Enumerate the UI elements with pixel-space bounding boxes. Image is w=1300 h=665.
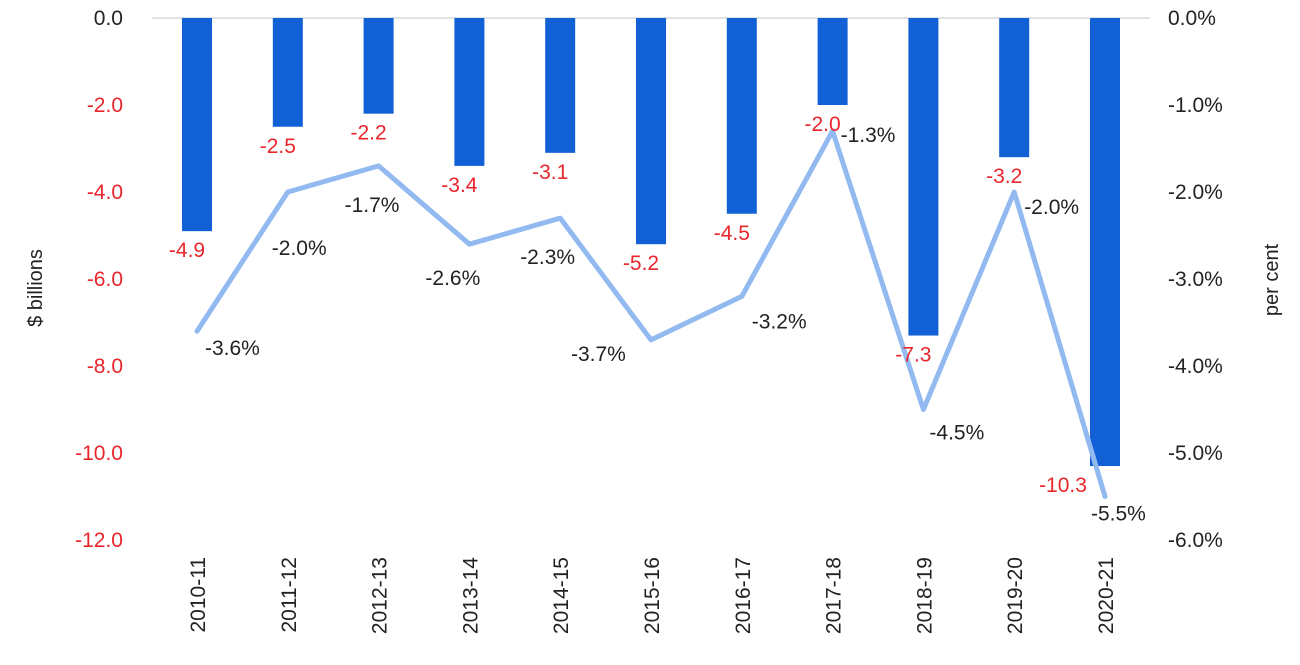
right-tick-label: -5.0% [1168, 442, 1223, 465]
x-tick-label: 2012-13 [369, 557, 392, 634]
bar-value-label: -4.9 [169, 239, 205, 262]
x-tick-label: 2017-18 [823, 557, 846, 634]
bar-value-label: -2.5 [260, 135, 296, 158]
bar-value-label: -10.3 [1039, 474, 1087, 497]
line-value-label: -2.6% [425, 267, 480, 290]
bar-value-label: -7.3 [895, 344, 931, 367]
left-tick-label: -4.0 [87, 181, 123, 204]
left-axis-ticks: 0.0 -2.0 -4.0 -6.0 -8.0 -10.0 -12.0 [75, 7, 123, 552]
right-tick-label: -1.0% [1168, 94, 1223, 117]
bar [182, 18, 212, 232]
right-axis-ticks: 0.0% -1.0% -2.0% -3.0% -4.0% -5.0% -6.0% [1168, 7, 1223, 552]
bar [363, 18, 394, 114]
bar-value-label: -5.2 [623, 252, 659, 275]
left-tick-label: -12.0 [75, 529, 123, 552]
percent-line [194, 128, 1108, 499]
line-value-label: -1.7% [345, 194, 400, 217]
right-tick-label: -4.0% [1168, 355, 1223, 378]
line-series [194, 128, 1108, 499]
x-tick-label: 2015-16 [641, 557, 664, 634]
x-tick-label: 2018-19 [913, 557, 936, 634]
left-tick-label: -10.0 [75, 442, 123, 465]
left-tick-label: 0.0 [94, 7, 123, 30]
line-value-label: -4.5% [929, 422, 984, 445]
x-tick-label: 2014-15 [550, 557, 573, 634]
right-tick-label: -3.0% [1168, 268, 1223, 291]
line-value-label: -3.7% [571, 343, 626, 366]
bar-value-label: -3.4 [441, 174, 478, 197]
bar [817, 18, 848, 105]
bar-value-label: -2.2 [351, 122, 387, 145]
left-tick-label: -2.0 [87, 94, 123, 117]
left-tick-label: -8.0 [87, 355, 123, 378]
line-value-label: -1.3% [841, 124, 896, 147]
x-tick-label: 2016-17 [732, 557, 755, 634]
x-tick-label: 2010-11 [187, 557, 210, 633]
line-value-label: -2.0% [1024, 196, 1079, 219]
bar [545, 18, 576, 153]
x-axis-ticks: 2010-11 2011-12 2012-13 2013-14 2014-15 2015-… [187, 557, 1118, 634]
bar [1090, 18, 1120, 467]
left-axis-title: $ billions [25, 249, 47, 327]
line-data-labels: -3.6% -2.0% -1.7% -2.6% -2.3% -3.7% -3.2% -1.3%… [205, 124, 1146, 525]
bar [908, 18, 939, 336]
bar [726, 18, 757, 214]
bar-data-labels: -4.9 -2.5 -2.2 -3.4 -3.1 -5.2 -4.5 -2.0 -7.3 -3.2… [169, 113, 1087, 497]
line-value-label: -2.0% [272, 237, 327, 260]
x-tick-label: 2020-21 [1095, 557, 1118, 634]
bar [999, 18, 1030, 158]
bar-value-label: -2.0 [805, 113, 841, 136]
bar [272, 18, 303, 127]
right-tick-label: -6.0% [1168, 529, 1223, 552]
bar [454, 18, 485, 166]
x-tick-label: 2019-20 [1004, 557, 1027, 634]
right-tick-label: -2.0% [1168, 181, 1223, 204]
right-tick-label: 0.0% [1168, 7, 1216, 30]
bar-value-label: -3.1 [532, 161, 568, 184]
x-tick-label: 2011-12 [278, 557, 301, 633]
line-value-label: -3.2% [752, 310, 807, 333]
bar-series [182, 18, 1120, 467]
line-value-label: -3.6% [205, 337, 260, 360]
bar-value-label: -4.5 [714, 222, 750, 245]
right-axis-title: per cent [1261, 243, 1283, 316]
line-value-label: -5.5% [1091, 503, 1146, 526]
line-value-label: -2.3% [520, 246, 575, 269]
left-tick-label: -6.0 [87, 268, 123, 291]
bar [636, 18, 666, 245]
x-tick-label: 2013-14 [459, 557, 482, 634]
bar-value-label: -3.2 [986, 165, 1022, 188]
